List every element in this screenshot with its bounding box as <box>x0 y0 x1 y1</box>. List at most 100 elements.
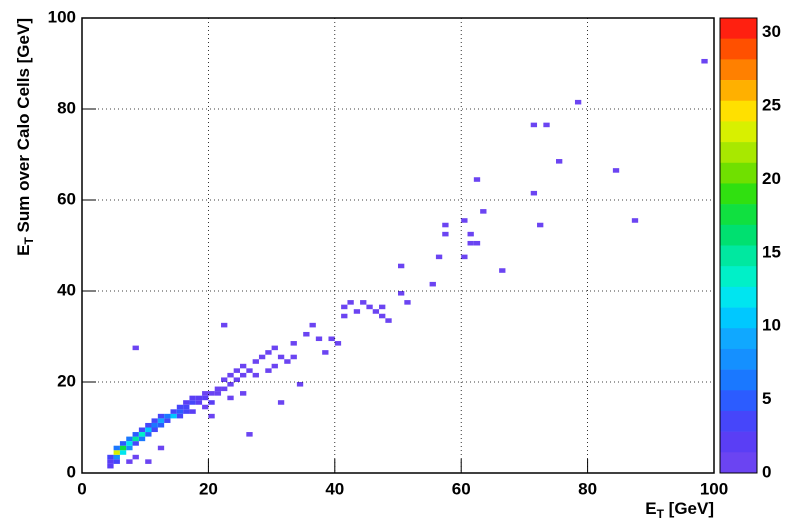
cell <box>107 454 114 460</box>
cell <box>480 209 487 214</box>
cell <box>246 368 253 373</box>
cell <box>574 99 582 105</box>
cell <box>467 231 474 237</box>
cell <box>119 450 127 455</box>
cell <box>202 404 209 410</box>
cell <box>145 427 152 433</box>
cell <box>126 436 133 442</box>
z-tick-label: 25 <box>762 96 781 115</box>
cell <box>265 350 272 355</box>
cell <box>132 436 139 442</box>
cell <box>183 404 190 410</box>
cell <box>138 427 146 433</box>
cell <box>208 413 215 419</box>
cell <box>113 459 120 464</box>
cell <box>499 268 506 273</box>
cell <box>221 386 228 392</box>
cell <box>240 391 247 396</box>
cell <box>164 418 171 423</box>
z-tick-label: 15 <box>762 242 781 261</box>
colorbar-band <box>720 328 757 350</box>
cell <box>170 413 177 419</box>
cell <box>138 432 146 437</box>
cell <box>530 190 538 196</box>
cell <box>701 58 708 64</box>
colorbar-band <box>720 18 757 39</box>
cell <box>537 222 544 228</box>
cell <box>442 222 449 228</box>
cell <box>157 422 165 428</box>
cell <box>429 281 436 287</box>
cell <box>265 368 272 373</box>
cell <box>227 395 234 401</box>
cell <box>126 459 133 464</box>
cell <box>379 304 386 310</box>
cell <box>164 413 171 419</box>
cell <box>208 400 215 405</box>
cell <box>132 454 139 460</box>
cell <box>145 432 152 437</box>
cell <box>271 345 278 351</box>
cell <box>347 300 354 305</box>
x-tick-label: 0 <box>77 479 86 498</box>
cell <box>157 413 165 419</box>
y-axis-label: ET Sum over Calo Cells [GeV] <box>14 18 36 256</box>
cell <box>151 418 158 423</box>
cell <box>189 409 196 414</box>
cell <box>233 368 240 373</box>
cell <box>296 382 304 387</box>
cell <box>366 304 373 310</box>
z-tick-label: 20 <box>762 169 781 188</box>
cell <box>461 218 468 223</box>
cell <box>176 413 184 419</box>
colorbar-band <box>720 162 757 184</box>
cell <box>221 322 228 328</box>
cell <box>334 341 342 346</box>
cell <box>107 459 114 464</box>
cell <box>284 359 291 364</box>
cell <box>315 336 323 342</box>
colorbar-band <box>720 121 757 143</box>
cell <box>183 400 190 405</box>
cell <box>442 231 449 237</box>
cell <box>145 459 152 464</box>
cell <box>221 377 228 382</box>
cell <box>290 341 297 346</box>
cell <box>107 463 114 469</box>
cell <box>328 336 335 342</box>
cell <box>176 409 184 414</box>
colorbar-band <box>720 59 757 81</box>
cell <box>309 322 316 328</box>
cell <box>202 391 209 396</box>
colorbar-band <box>720 245 757 267</box>
cell <box>277 354 285 360</box>
cell <box>113 450 120 455</box>
colorbar-band <box>720 266 757 288</box>
cell <box>252 359 259 364</box>
cell <box>379 313 386 319</box>
cell <box>233 377 240 382</box>
x-tick-label: 20 <box>199 479 218 498</box>
x-axis-label: ET [GeV] <box>645 499 714 521</box>
cell <box>113 454 120 460</box>
cell <box>341 304 348 310</box>
cell <box>126 441 133 446</box>
cell <box>189 395 196 401</box>
cell <box>252 372 259 378</box>
y-tick-label: 80 <box>57 98 76 117</box>
colorbar-band <box>720 100 757 122</box>
cell <box>556 159 563 164</box>
x-tick-label: 100 <box>700 479 728 498</box>
cell <box>195 395 203 401</box>
cell <box>303 331 310 337</box>
cell <box>240 372 247 378</box>
colorbar-band <box>720 224 757 246</box>
cell <box>543 122 550 128</box>
cell <box>126 445 133 451</box>
cell <box>227 372 234 378</box>
cell <box>258 354 266 360</box>
cell <box>385 318 392 323</box>
colorbar-band <box>720 431 757 453</box>
cell <box>145 422 152 428</box>
y-tick-label: 20 <box>57 371 76 390</box>
